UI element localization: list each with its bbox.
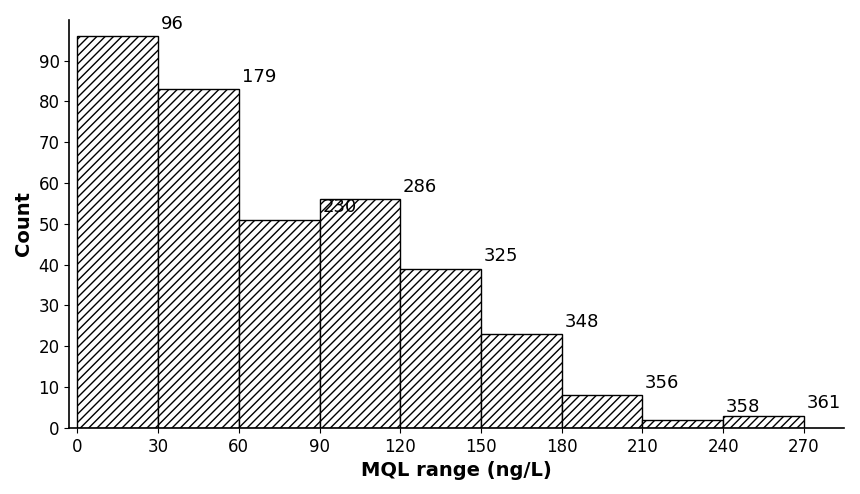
X-axis label: MQL range (ng/L): MQL range (ng/L) <box>361 461 552 480</box>
Text: 179: 179 <box>242 68 276 86</box>
Text: 286: 286 <box>403 178 437 196</box>
Text: 230: 230 <box>322 199 357 216</box>
Bar <box>158 89 239 428</box>
Text: 96: 96 <box>161 15 184 33</box>
Bar <box>77 36 158 428</box>
Bar <box>723 415 804 428</box>
Bar <box>400 269 481 428</box>
Bar <box>320 199 400 428</box>
Bar <box>642 420 723 428</box>
Bar <box>481 334 562 428</box>
Text: 348: 348 <box>564 313 599 330</box>
Y-axis label: Count: Count <box>14 191 33 256</box>
Text: 361: 361 <box>807 394 841 412</box>
Bar <box>562 395 642 428</box>
Text: 356: 356 <box>645 374 679 392</box>
Text: 325: 325 <box>483 247 519 265</box>
Text: 358: 358 <box>726 398 760 416</box>
Bar <box>239 220 320 428</box>
